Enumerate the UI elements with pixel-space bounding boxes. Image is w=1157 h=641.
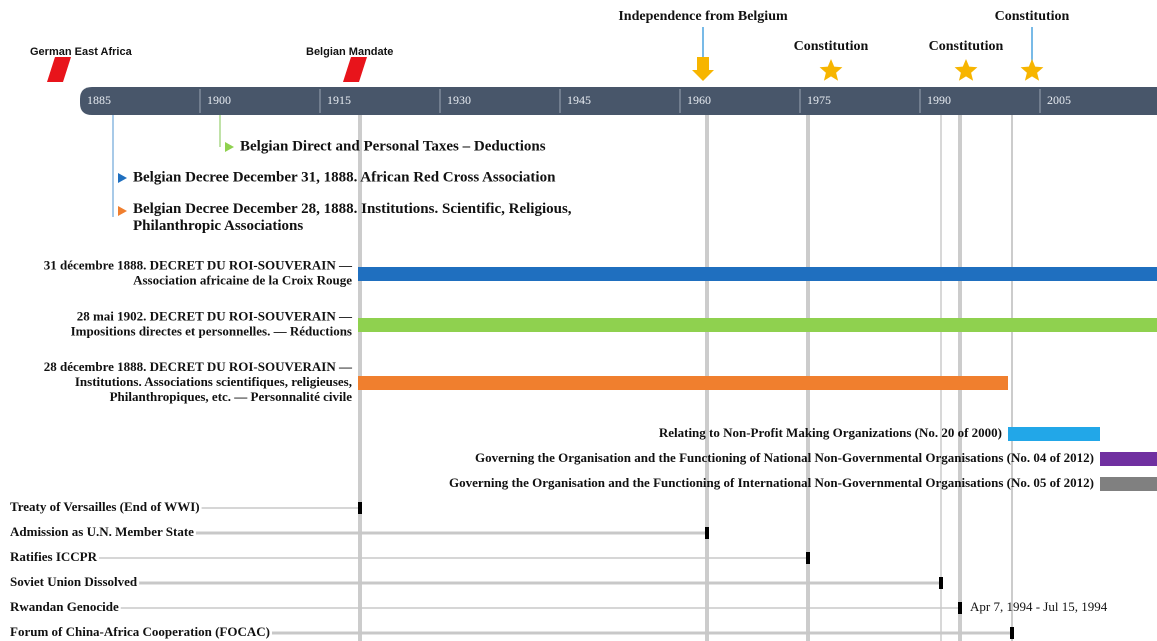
law-label: Governing the Organisation and the Funct… [475, 450, 1094, 465]
legend-marker [118, 206, 127, 216]
event-mark [958, 602, 962, 614]
law-bar [358, 376, 1008, 390]
marker-label: Constitution [995, 9, 1070, 24]
axis-label: 1945 [567, 93, 591, 107]
event-label: Ratifies ICCPR [10, 549, 98, 564]
event-mark [806, 552, 810, 564]
law-label: Relating to Non-Profit Making Organizati… [659, 425, 1002, 440]
axis-label: 1975 [807, 93, 831, 107]
event-mark [705, 527, 709, 539]
axis-label: 1885 [87, 93, 111, 107]
law-bar [1008, 427, 1100, 441]
marker-label: Independence from Belgium [618, 9, 788, 24]
event-mark [1010, 627, 1014, 639]
legend-label: Belgian Decree December 28, 1888. Instit… [133, 201, 572, 234]
law-label: 28 décembre 1888. DECRET DU ROI-SOUVERAI… [44, 359, 353, 404]
star [954, 59, 978, 81]
legend-label: Belgian Direct and Personal Taxes – Dedu… [240, 138, 546, 154]
legend-marker [118, 173, 127, 183]
flag [343, 57, 367, 82]
event-label: Treaty of Versailles (End of WWI) [10, 499, 200, 514]
event-label: Forum of China-Africa Cooperation (FOCAC… [10, 624, 270, 639]
law-label: 31 décembre 1888. DECRET DU ROI-SOUVERAI… [44, 257, 353, 287]
axis-label: 1900 [207, 93, 231, 107]
event-label: Rwandan Genocide [10, 599, 119, 614]
law-bar [1100, 477, 1157, 491]
axis-label: 1990 [927, 93, 951, 107]
star [1020, 59, 1044, 81]
event-mark [358, 502, 362, 514]
law-bar [1100, 452, 1157, 466]
event-note: Apr 7, 1994 - Jul 15, 1994 [970, 599, 1108, 614]
law-bar [358, 267, 1157, 281]
event-label: Soviet Union Dissolved [10, 574, 138, 589]
marker-label: Constitution [929, 39, 1004, 54]
law-label: Governing the Organisation and the Funct… [449, 475, 1094, 490]
marker-label: Constitution [794, 39, 869, 54]
marker-label: Belgian Mandate [306, 46, 393, 58]
axis-bar [80, 87, 1157, 115]
law-bar [358, 318, 1157, 332]
event-mark [939, 577, 943, 589]
axis-label: 2005 [1047, 93, 1071, 107]
marker-label: German East Africa [30, 46, 133, 58]
flag [47, 57, 71, 82]
event-label: Admission as U.N. Member State [10, 524, 194, 539]
star [819, 59, 843, 81]
axis-label: 1915 [327, 93, 351, 107]
arrow [692, 57, 714, 81]
axis-label: 1930 [447, 93, 471, 107]
legend-marker [225, 142, 234, 152]
legend-label: Belgian Decree December 31, 1888. Africa… [133, 169, 556, 185]
law-label: 28 mai 1902. DECRET DU ROI-SOUVERAIN — Im… [71, 308, 353, 338]
axis-label: 1960 [687, 93, 711, 107]
